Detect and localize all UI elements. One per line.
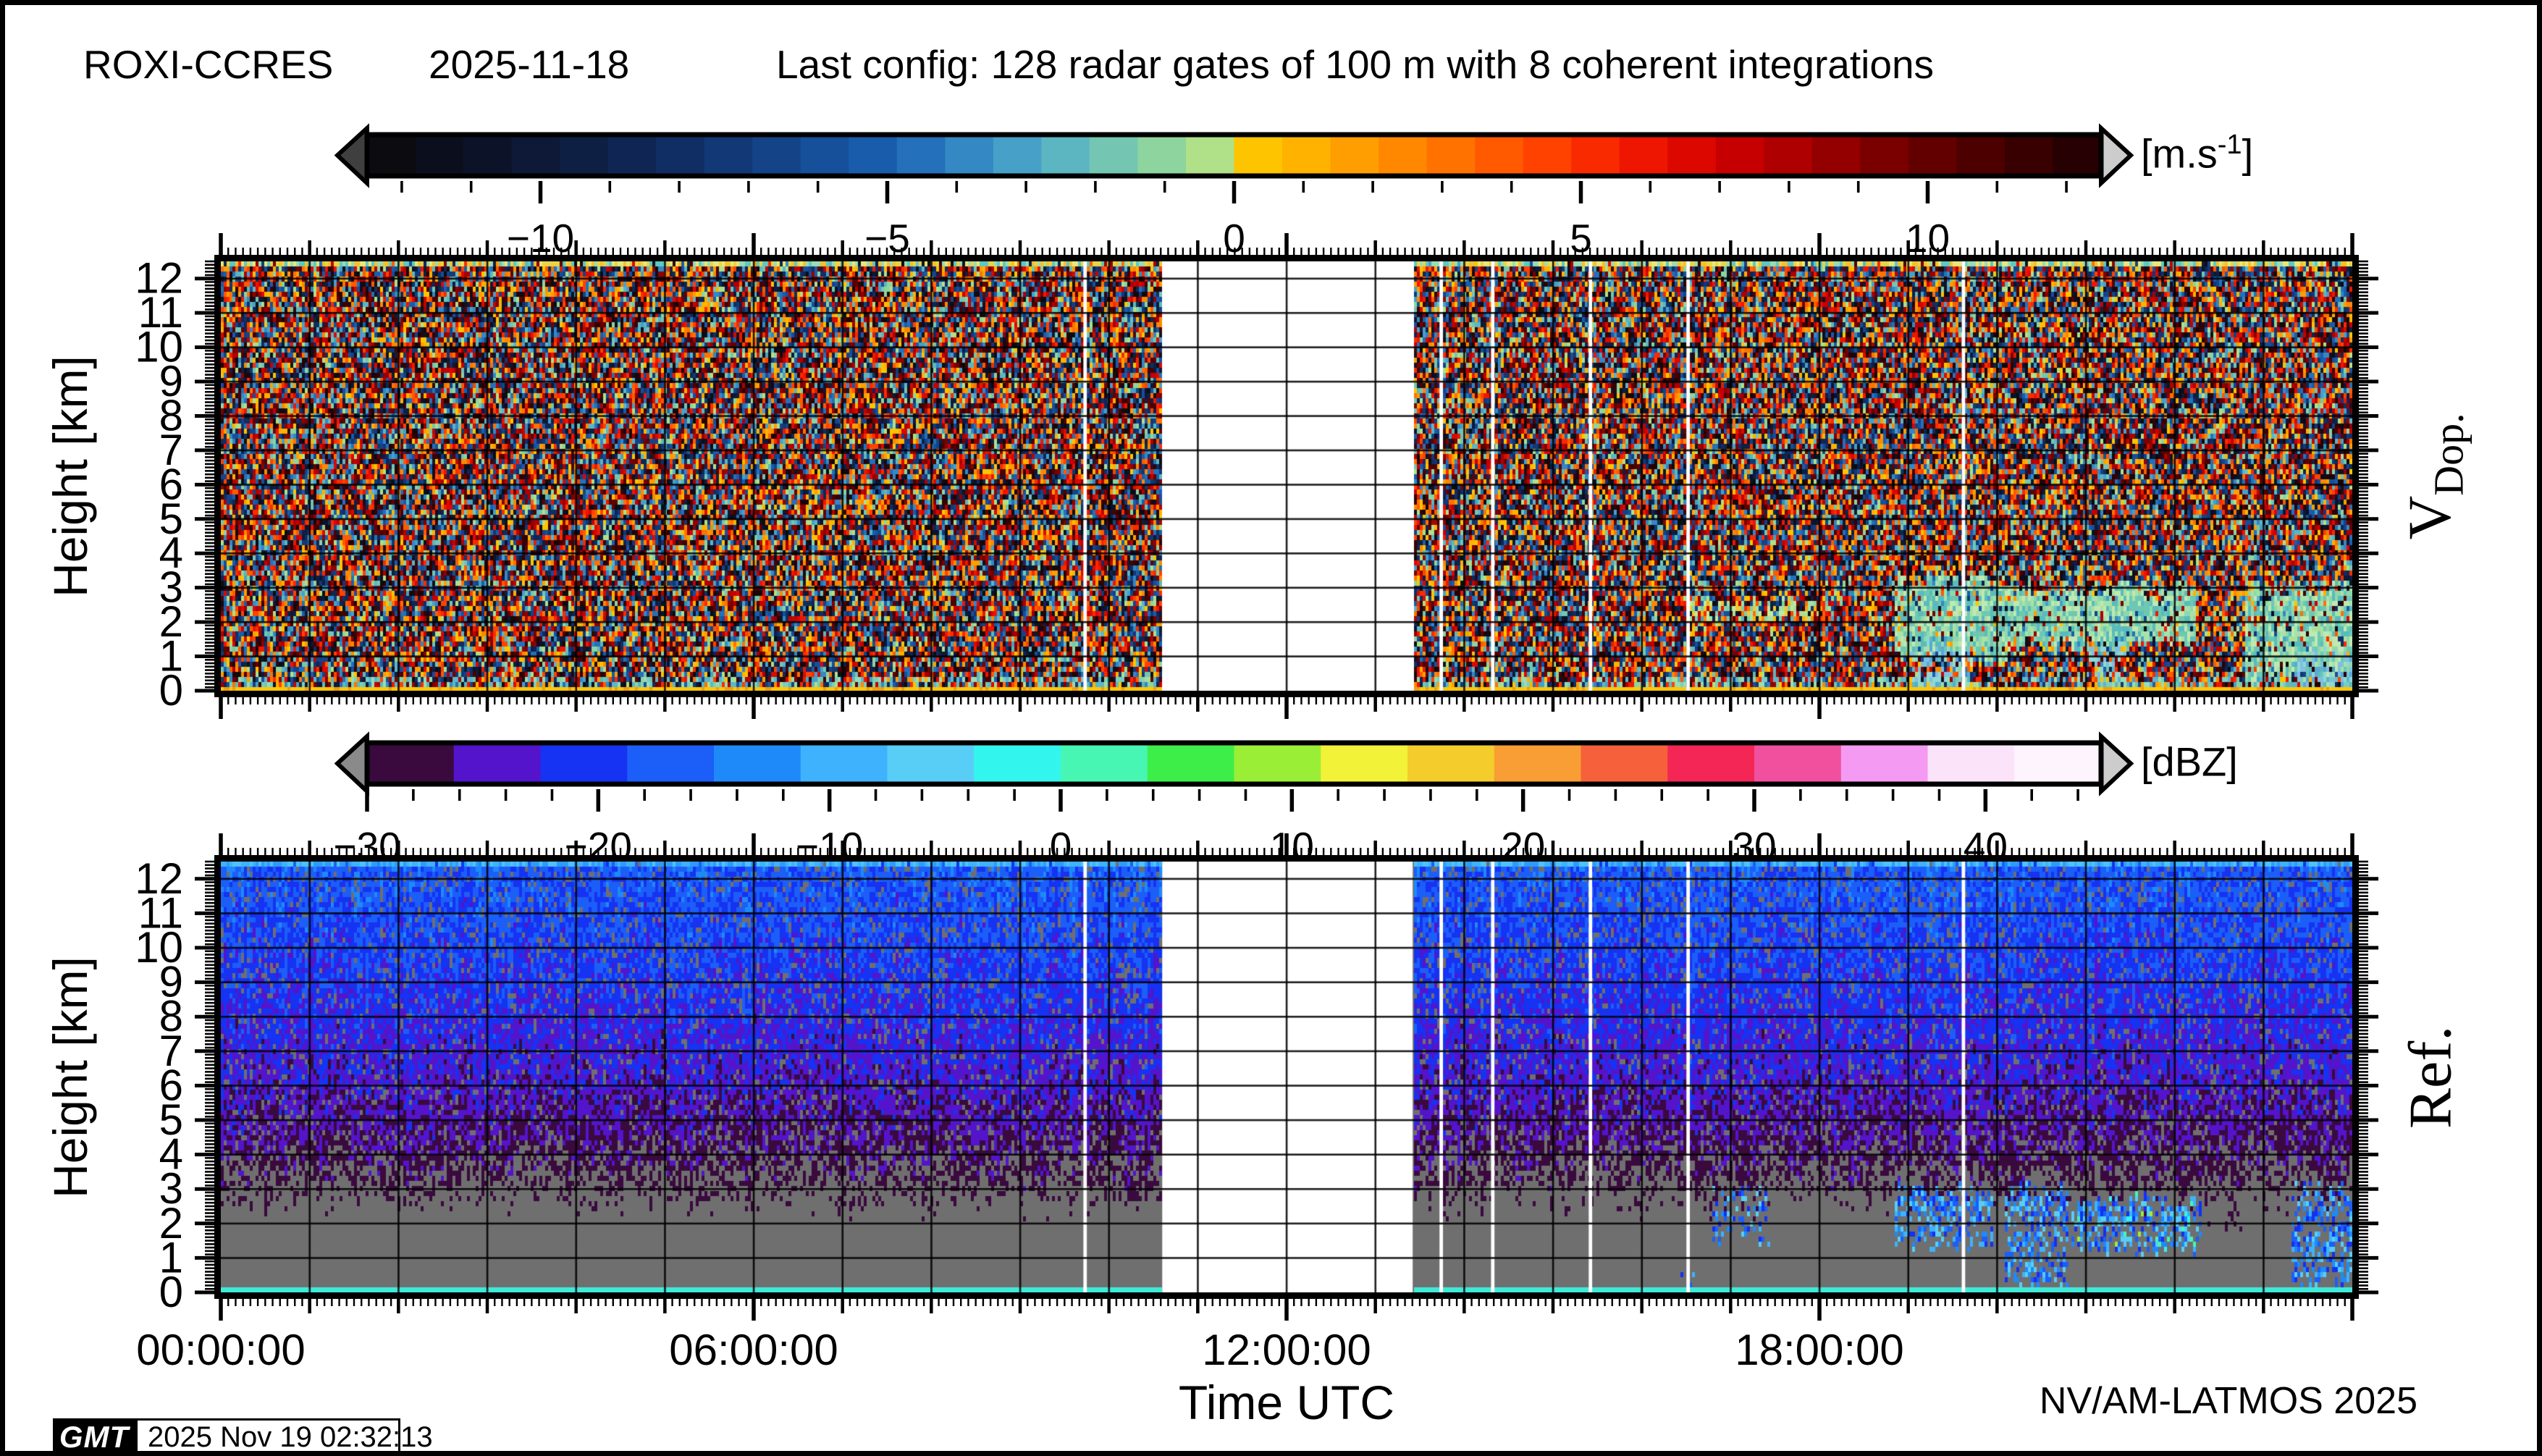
height-tick-label: 0 — [159, 1268, 183, 1316]
gmt-logo: GMT — [53, 1418, 135, 1451]
colorbar-tick-label: 10 — [1906, 216, 1950, 261]
height-tick-label: 7 — [159, 1027, 183, 1075]
date-label: 2025-11-18 — [429, 42, 630, 87]
colorbar-reflectivity-unit: [dBZ] — [2141, 738, 2238, 786]
height-axis-text: Height [km] — [43, 355, 97, 597]
height-tick-label: 10 — [135, 923, 183, 972]
height-tick-label: 10 — [135, 323, 183, 371]
unit-text-close: ] — [2242, 130, 2254, 177]
config-label: Last config: 128 radar gates of 100 m wi… — [776, 42, 1935, 87]
render-timestamp: 2025 Nov 19 02:32:13 — [135, 1418, 433, 1451]
gmt-badge: GMT 2025 Nov 19 02:32:13 — [53, 1418, 433, 1451]
time-tick-label: 00:00:00 — [136, 1326, 306, 1374]
colorbar-tick-label: 5 — [1570, 216, 1592, 261]
colorbar-doppler-unit: [m.s-1] — [2141, 130, 2253, 177]
credit-label: NV/AM-LATMOS 2025 — [2039, 1380, 2417, 1422]
panel-doppler-side-label: VDop. — [2365, 261, 2503, 691]
height-tick-label: 12 — [135, 254, 183, 303]
height-tick-label: 4 — [159, 1130, 183, 1179]
height-tick-label: 6 — [159, 460, 183, 508]
colorbar-tick-label: −5 — [864, 216, 910, 261]
height-tick-label: 8 — [159, 391, 183, 439]
height-tick-label: 6 — [159, 1061, 183, 1109]
ref-base-text: Ref. — [2396, 1025, 2465, 1129]
colorbar-doppler: −10 −5 0 5 10 — [334, 123, 2134, 261]
height-tick-label: 11 — [138, 888, 183, 937]
height-tick-label: 3 — [159, 563, 183, 612]
height-tick-label: 7 — [159, 426, 183, 474]
height-tick-label: 8 — [159, 992, 183, 1040]
time-axis-label: Time UTC — [1178, 1376, 1395, 1429]
reflectivity-heatmap-canvas — [221, 862, 2352, 1292]
panel-reflectivity-side-label: Ref. — [2365, 862, 2503, 1292]
unit-text: [m.s — [2141, 130, 2218, 177]
height-tick-label: 5 — [159, 495, 183, 543]
unit-superscript: -1 — [2217, 130, 2242, 160]
height-tick-label: 2 — [159, 597, 183, 646]
colorbar-reflectivity: −30 −20 −10 0 10 20 30 40 — [334, 731, 2134, 869]
height-tick-label: 3 — [159, 1164, 183, 1213]
height-tick-label: 4 — [159, 529, 183, 577]
time-tick-label: 12:00:00 — [1202, 1326, 1371, 1374]
vdop-base-text: V — [2396, 495, 2465, 540]
height-tick-label: 0 — [159, 666, 183, 715]
reflectivity-y-axis-label: Height [km] — [27, 862, 114, 1292]
height-tick-label: 1 — [159, 632, 183, 681]
time-tick-label: 18:00:00 — [1735, 1326, 1904, 1374]
height-tick-label: 11 — [138, 288, 183, 337]
height-tick-label: 9 — [159, 958, 183, 1006]
doppler-y-axis-label: Height [km] — [27, 261, 114, 691]
doppler-heatmap-canvas — [221, 261, 2352, 691]
colorbar-tick-label: −10 — [507, 216, 574, 261]
colorbar-tick-label: 0 — [1223, 216, 1245, 261]
vdop-subscript-text: Dop. — [2425, 412, 2472, 496]
height-tick-label: 9 — [159, 357, 183, 405]
unit-text: [dBZ] — [2141, 738, 2238, 785]
height-tick-label: 1 — [159, 1233, 183, 1282]
height-tick-label: 12 — [135, 854, 183, 903]
time-tick-label: 06:00:00 — [669, 1326, 838, 1374]
height-tick-label: 2 — [159, 1199, 183, 1247]
height-tick-label: 5 — [159, 1095, 183, 1144]
height-axis-text: Height [km] — [43, 956, 97, 1198]
station-name: ROXI-CCRES — [83, 42, 334, 87]
